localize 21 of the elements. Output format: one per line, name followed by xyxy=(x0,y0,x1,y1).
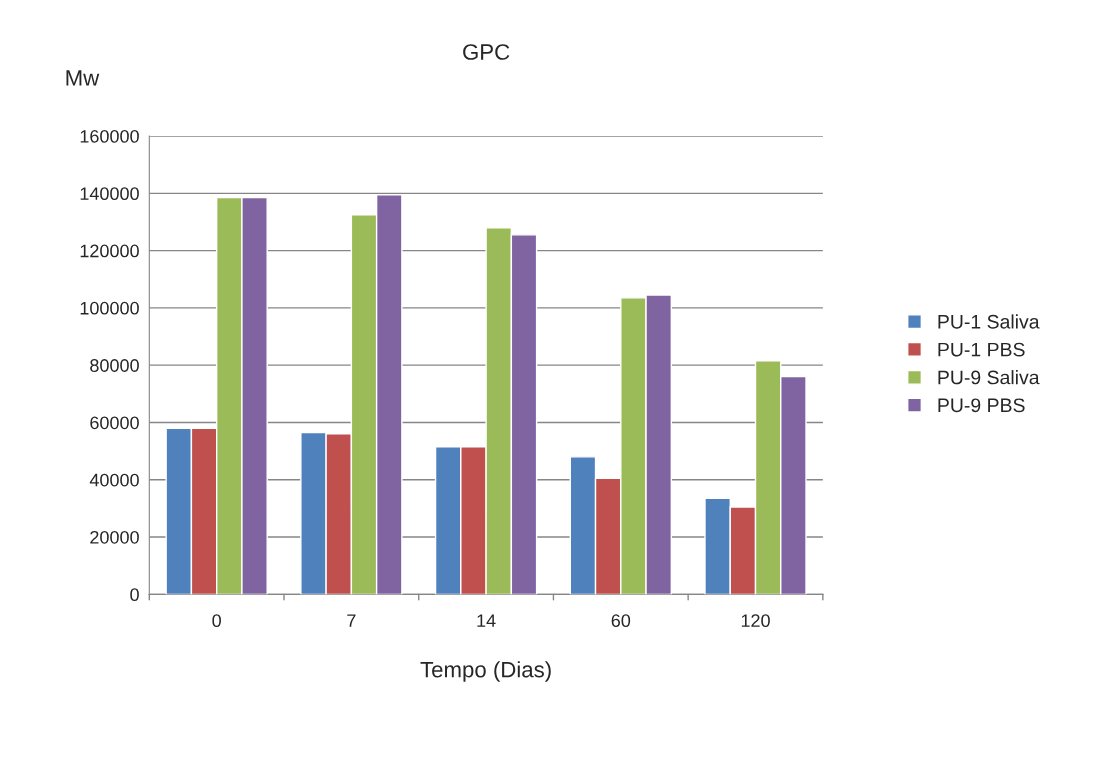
y-tick-label: 20000 xyxy=(90,530,139,544)
x-tick-label: 7 xyxy=(347,614,356,627)
y-tick-label: 40000 xyxy=(89,473,139,487)
legend-label: PU-9 Saliva xyxy=(938,370,1040,385)
y-tick-label: 160000 xyxy=(80,129,139,143)
legend-label: PU-1 Saliva xyxy=(938,314,1040,329)
legend-label: PU-1 PBS xyxy=(938,342,1025,357)
x-tick-label: 14 xyxy=(477,614,496,627)
y-tick-label: 120000 xyxy=(80,244,139,258)
chart-title: GPC xyxy=(463,44,510,60)
y-tick-label: 80000 xyxy=(90,359,139,372)
y-tick-label: 100000 xyxy=(80,301,139,315)
y-axis-title: Mw xyxy=(66,70,100,86)
x-tick-label: 120 xyxy=(741,614,770,628)
legend-label: PU-9 PBS xyxy=(938,398,1025,413)
y-tick-label: 0 xyxy=(130,588,139,602)
x-axis-title: Tempo (Dias) xyxy=(420,661,551,682)
x-tick-label: 60 xyxy=(611,614,631,628)
y-tick-label: 140000 xyxy=(80,187,139,201)
x-tick-label: 0 xyxy=(212,614,221,628)
y-tick-label: 60000 xyxy=(90,416,139,430)
